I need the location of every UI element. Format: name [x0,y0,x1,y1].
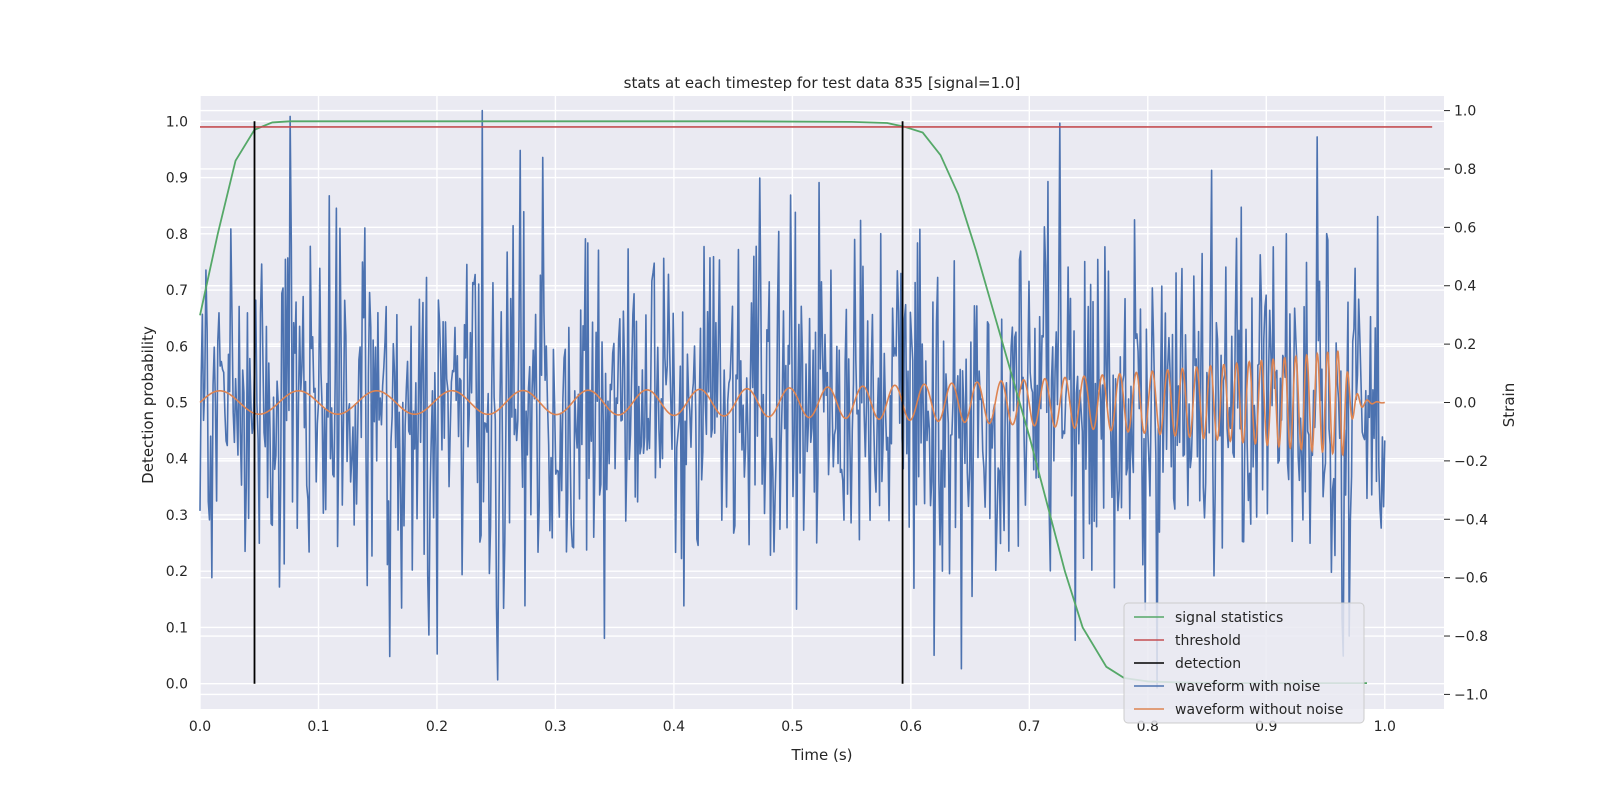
y2-tick-label: −0.8 [1454,629,1488,645]
legend-label-waveform-with-noise: waveform with noise [1175,679,1320,695]
x-tick-label: 0.0 [189,719,211,735]
y-tick-label: 0.5 [166,396,188,412]
x-tick-label: 0.4 [663,719,685,735]
y-tick-label: 0.0 [166,677,188,693]
x-tick-label: 0.7 [1018,719,1040,735]
y-tick-label: 0.9 [166,171,188,187]
y2-tick-label: 0.4 [1454,279,1476,295]
y2-tick-label: 1.0 [1454,104,1476,120]
y2-tick-label: −0.2 [1454,454,1488,470]
waveform-without-noise-line [199,350,1385,457]
detection-layer [253,121,904,684]
x-tick-label: 0.5 [781,719,803,735]
y-tick-label: 0.7 [166,283,188,299]
y-tick-label: 0.3 [166,508,188,524]
x-axis-label: Time (s) [791,746,853,764]
waveform-with-noise-layer [199,109,1386,689]
legend-box [1123,602,1365,724]
y2-tick-label: 0.6 [1454,220,1476,236]
y-axis-label: Detection probability [139,326,157,484]
y2-tick-label: 0.8 [1454,162,1476,178]
y-tick-label: 1.0 [166,114,188,130]
y2-tick-label: −1.0 [1454,687,1488,703]
y-tick-label: 0.6 [166,339,188,355]
y2-axis-label: Strain [1500,383,1518,427]
waveform-without-noise-layer [199,350,1385,457]
chart-title: stats at each timestep for test data 835… [624,74,1021,92]
legend-label-detection: detection [1175,656,1241,672]
legend-label-signal-statistics: signal statistics [1175,610,1283,626]
y-tick-label: 0.2 [166,564,188,580]
legend-label-waveform-without-noise: waveform without noise [1175,702,1343,718]
x-tick-label: 0.6 [900,719,922,735]
x-tick-label: 0.1 [307,719,329,735]
waveform-with-noise-line [199,109,1386,689]
y2-tick-label: 0.2 [1454,337,1476,353]
y2-tick-label: −0.6 [1454,571,1488,587]
x-tick-label: 0.2 [426,719,448,735]
legend-label-threshold: threshold [1175,633,1241,649]
ticks-layer: 0.0 0.1 0.2 0.3 0.4 0.5 0.6 0.7 0.8 0.9 1.0 0.0 0.1 0… [166,104,1488,735]
y2-tick-label: −0.4 [1454,512,1488,528]
x-tick-label: 0.3 [544,719,566,735]
legend: signal statistics threshold detection wa… [1123,602,1365,724]
y-tick-label: 0.4 [166,452,188,468]
x-tick-label: 1.0 [1374,719,1396,735]
y-tick-label: 0.8 [166,227,188,243]
y-tick-label: 0.1 [166,620,188,636]
y2-tick-label: 0.0 [1454,396,1476,412]
